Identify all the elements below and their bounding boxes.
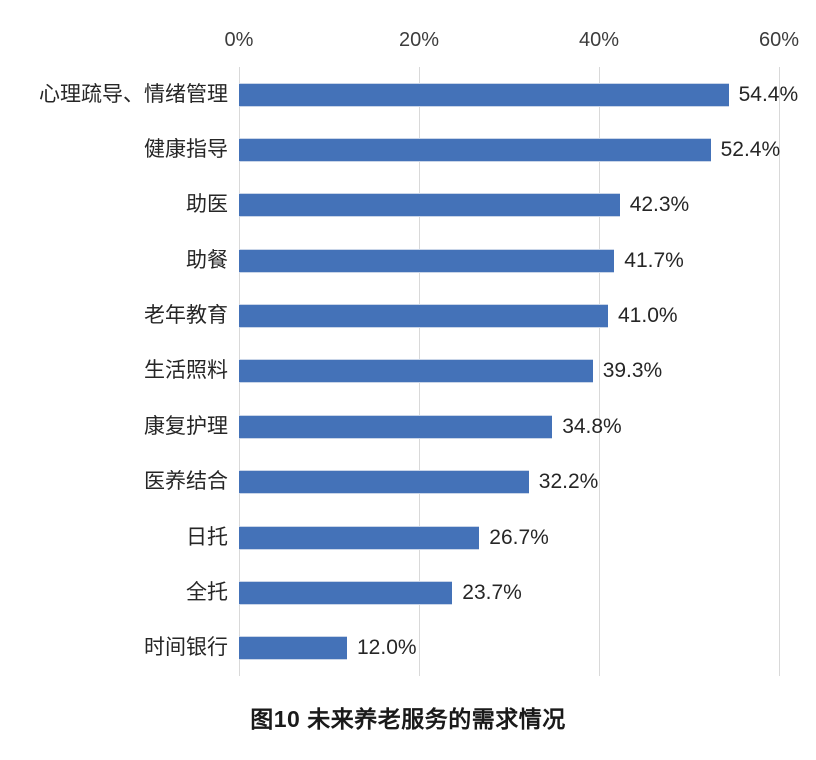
bar[interactable] (239, 414, 553, 439)
bar-value-label: 41.7% (624, 248, 684, 272)
bar[interactable] (239, 138, 711, 163)
bar[interactable] (239, 359, 593, 384)
bar[interactable] (239, 193, 620, 218)
bar-value-label: 34.8% (562, 414, 622, 438)
bar-row: 助医 42.3% (0, 178, 816, 233)
category-label: 生活照料 (144, 359, 228, 383)
category-label: 心理疏导、情绪管理 (39, 82, 228, 106)
bar-row: 心理疏导、情绪管理 54.4% (0, 67, 816, 122)
bar-value-label: 39.3% (602, 359, 663, 383)
x-axis-tick-labels: 0% 20% 40% 60% (0, 28, 816, 56)
bar-value-label: 52.4% (720, 138, 781, 162)
bar-value-label: 12.0% (357, 636, 417, 660)
bar-row: 医养结合 32.2% (0, 455, 816, 510)
x-tick-label: 0% (224, 29, 254, 51)
bar[interactable] (239, 248, 615, 273)
category-label: 老年教育 (144, 304, 228, 328)
bar[interactable] (239, 82, 729, 107)
chart-title: 图10 未来养老服务的需求情况 (250, 706, 566, 732)
category-label: 时间银行 (144, 636, 228, 660)
bar-value-label: 54.4% (738, 82, 799, 106)
category-label: 全托 (186, 580, 228, 604)
bar-value-label: 26.7% (489, 525, 549, 549)
category-label: 健康指导 (144, 138, 228, 162)
gridline-60pct (779, 67, 780, 676)
bar[interactable] (239, 304, 608, 329)
bar-row: 康复护理 34.8% (0, 399, 816, 454)
bar-row: 助餐 41.7% (0, 233, 816, 288)
bar-row: 日托 26.7% (0, 510, 816, 565)
x-tick-label: 60% (758, 29, 800, 51)
bar[interactable] (239, 470, 529, 495)
bar-rows: 心理疏导、情绪管理 54.4% 健康指导 52.4% 助医 42.3% 助餐 41.7% 老年教… (0, 67, 816, 676)
category-label: 助餐 (186, 248, 228, 272)
bar[interactable] (239, 580, 453, 605)
bar[interactable] (239, 525, 480, 550)
gridline-40pct (599, 67, 600, 676)
category-label: 日托 (186, 525, 228, 549)
bar-row: 老年教育 41.0% (0, 288, 816, 343)
bar[interactable] (239, 636, 347, 661)
bar-row: 时间银行 12.0% (0, 621, 816, 676)
bar-value-label: 32.2% (538, 470, 599, 494)
bar-value-label: 42.3% (629, 193, 690, 217)
bar-row: 生活照料 39.3% (0, 344, 816, 399)
x-tick-label: 20% (398, 29, 440, 51)
bar-row: 全托 23.7% (0, 565, 816, 620)
x-tick-label: 40% (578, 29, 620, 51)
category-label: 康复护理 (144, 414, 228, 438)
bar-value-label: 23.7% (462, 580, 522, 604)
bar-row: 健康指导 52.4% (0, 122, 816, 177)
category-label: 助医 (186, 193, 228, 217)
bar-value-label: 41.0% (618, 304, 678, 328)
category-label: 医养结合 (144, 470, 228, 494)
